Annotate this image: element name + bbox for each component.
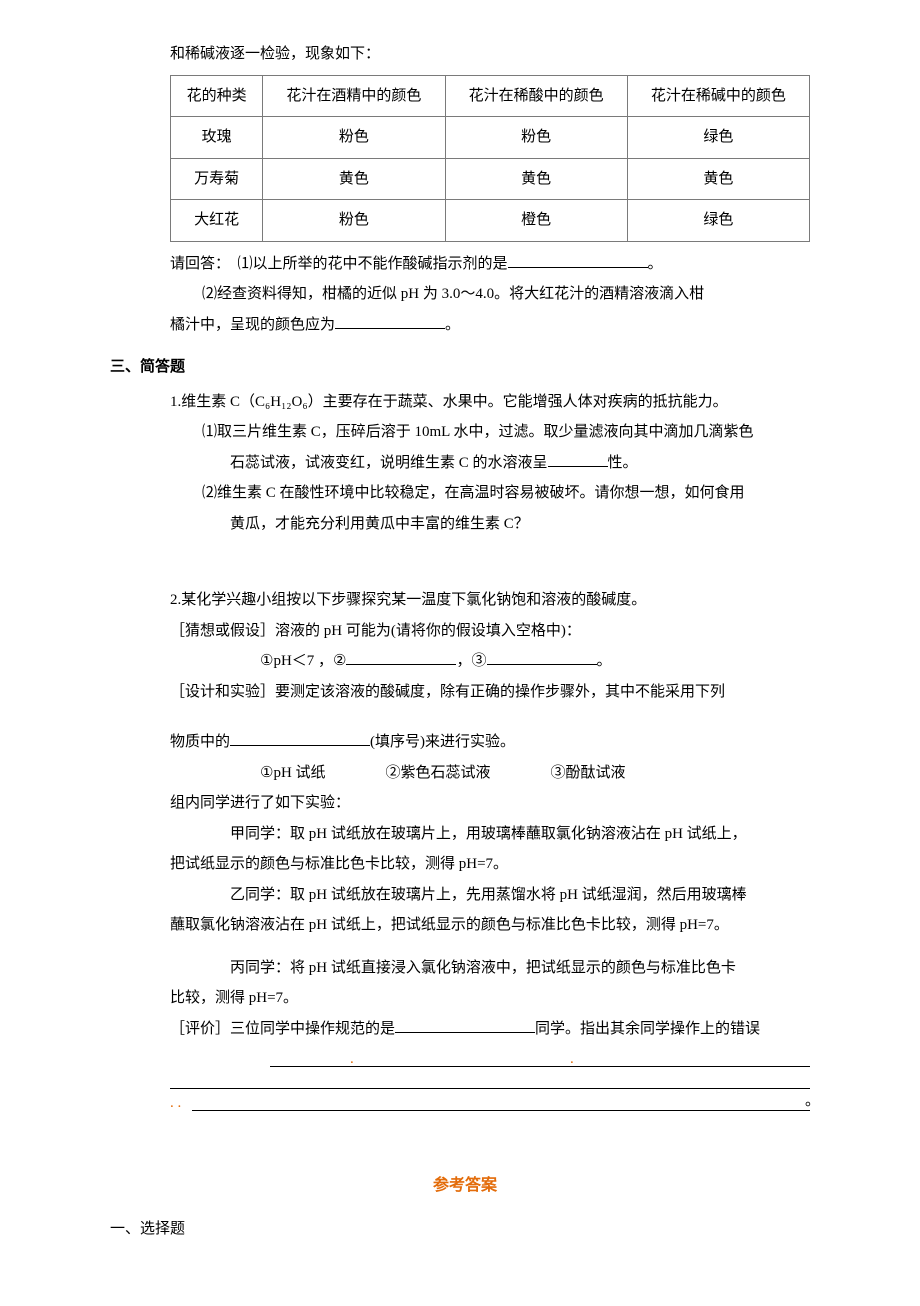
orange-marker-icon: . bbox=[350, 1045, 354, 1074]
ans-sec1: 一、选择题 bbox=[110, 1215, 820, 1244]
col-acid: 花汁在稀酸中的颜色 bbox=[445, 75, 627, 117]
orange-marker-icon: . . bbox=[170, 1089, 181, 1118]
s3-q2-bing2: 比较，测得 pH=7。 bbox=[170, 984, 820, 1013]
spacer-sm bbox=[110, 708, 820, 728]
table-cell: 黄色 bbox=[263, 158, 445, 200]
blank-line bbox=[192, 1089, 810, 1111]
blank-indicator bbox=[508, 253, 648, 268]
blank-color bbox=[335, 314, 445, 329]
table-row: 万寿菊黄色黄色黄色 bbox=[171, 158, 810, 200]
table-cell: 万寿菊 bbox=[171, 158, 263, 200]
s3-q1-sub1b: 石蕊试液，试液变红，说明维生素 C 的水溶液呈 性。 bbox=[230, 449, 820, 478]
eval-a: ［评价］三位同学中操作规范的是 bbox=[170, 1021, 395, 1037]
table-cell: 橙色 bbox=[445, 200, 627, 242]
table-header-row: 花的种类 花汁在酒精中的颜色 花汁在稀酸中的颜色 花汁在稀碱中的颜色 bbox=[171, 75, 810, 117]
s3-q2-group: 组内同学进行了如下实验： bbox=[170, 789, 820, 818]
q1-prompt: 请回答： ⑴以上所举的花中不能作酸碱指示剂的是 bbox=[170, 256, 508, 272]
table-cell: 绿色 bbox=[627, 117, 809, 159]
col-alcohol: 花汁在酒精中的颜色 bbox=[263, 75, 445, 117]
s3-q2-guess: ［猜想或假设］溶液的 pH 可能为(请将你的假设填入空格中)： bbox=[170, 617, 820, 646]
s3-q2-options: ①pH＜7 ，② ，③ 。 bbox=[260, 647, 820, 676]
long-blank-row-1: . . bbox=[270, 1045, 810, 1067]
table-cell: 粉色 bbox=[263, 117, 445, 159]
long-blank-row-3: . . 。 bbox=[170, 1089, 810, 1111]
section-3-title: 三、简答题 bbox=[110, 353, 820, 382]
orange-marker-icon: . bbox=[570, 1045, 574, 1074]
s3-q2-jia2: 把试纸显示的颜色与标准比色卡比较，测得 pH=7。 bbox=[170, 850, 820, 879]
table-row: 玫瑰粉色粉色绿色 bbox=[171, 117, 810, 159]
long-blank-row-2 bbox=[170, 1067, 810, 1089]
question-2-line2: 橘汁中，呈现的颜色应为 。 bbox=[170, 311, 820, 340]
intro-line: 和稀碱液逐一检验，现象如下： bbox=[170, 40, 820, 69]
question-1: 请回答： ⑴以上所举的花中不能作酸碱指示剂的是 。 bbox=[170, 250, 820, 279]
col-base: 花汁在稀碱中的颜色 bbox=[627, 75, 809, 117]
s3-q2-yi1: 乙同学：取 pH 试纸放在玻璃片上，先用蒸馏水将 pH 试纸湿润，然后用玻璃棒 bbox=[230, 881, 820, 910]
s3-q1-sub1b-text: 石蕊试液，试液变红，说明维生素 C 的水溶液呈 bbox=[230, 455, 548, 471]
table-cell: 大红花 bbox=[171, 200, 263, 242]
spacer bbox=[110, 540, 820, 586]
q2-tail: 。 bbox=[445, 317, 460, 333]
table-row: 大红花粉色橙色绿色 bbox=[171, 200, 810, 242]
table-cell: 黄色 bbox=[627, 158, 809, 200]
s3-q2-jia1: 甲同学：取 pH 试纸放在玻璃片上，用玻璃棒蘸取氯化钠溶液沾在 pH 试纸上， bbox=[230, 820, 820, 849]
table-cell: 粉色 bbox=[445, 117, 627, 159]
s3-q1-sub1a: ⑴取三片维生素 C，压碎后溶于 10mL 水中，过滤。取少量滤液向其中滴加几滴紫… bbox=[202, 418, 820, 447]
opt1: ①pH＜7 ，② bbox=[260, 653, 346, 669]
s3-q1-sub1-tail: 性。 bbox=[608, 455, 638, 471]
s3-q1-line1: 1.维生素 C（C₆H₁₂O₆）主要存在于蔬菜、水果中。它能增强人体对疾病的抵抗… bbox=[170, 388, 820, 417]
s3-q2-design: ［设计和实验］要测定该溶液的酸碱度，除有正确的操作步骤外，其中不能采用下列 bbox=[170, 678, 820, 707]
eval-b: 同学。指出其余同学操作上的错误 bbox=[535, 1021, 760, 1037]
opt-tail: 。 bbox=[597, 653, 612, 669]
design2a: 物质中的 bbox=[170, 734, 230, 750]
q1-tail: 。 bbox=[648, 256, 663, 272]
q2-text-b: 橘汁中，呈现的颜色应为 bbox=[170, 317, 335, 333]
s3-q2-bing1: 丙同学：将 pH 试纸直接浸入氯化钠溶液中，把试纸显示的颜色与标准比色卡 bbox=[230, 954, 820, 983]
s3-q2-design2: 物质中的 (填序号)来进行实验。 bbox=[170, 728, 820, 757]
opt-sep: ，③ bbox=[456, 653, 486, 669]
blank-exclude bbox=[230, 731, 370, 746]
design2b: (填序号)来进行实验。 bbox=[370, 734, 515, 750]
s3-q1-sub2b: 黄瓜，才能充分利用黄瓜中丰富的维生素 C？ bbox=[230, 510, 820, 539]
table-cell: 粉色 bbox=[263, 200, 445, 242]
table-cell: 绿色 bbox=[627, 200, 809, 242]
period: 。 bbox=[805, 1087, 820, 1116]
blank-opt3 bbox=[487, 650, 597, 665]
question-2-line1: ⑵经查资料得知，柑橘的近似 pH 为 3.0～4.0。将大红花汁的酒精溶液滴入柑 bbox=[202, 280, 820, 309]
blank-acidity bbox=[548, 452, 608, 467]
blank-student bbox=[395, 1018, 535, 1033]
s3-q2-line1: 2.某化学兴趣小组按以下步骤探究某一温度下氯化钠饱和溶液的酸碱度。 bbox=[170, 586, 820, 615]
table-cell: 玫瑰 bbox=[171, 117, 263, 159]
s3-q2-eval: ［评价］三位同学中操作规范的是 同学。指出其余同学操作上的错误 bbox=[170, 1015, 820, 1044]
s3-q2-items: ①pH 试纸 ②紫色石蕊试液 ③酚酞试液 bbox=[260, 759, 820, 788]
answer-title: 参考答案 bbox=[110, 1171, 820, 1201]
s3-q2-yi2: 蘸取氯化钠溶液沾在 pH 试纸上，把试纸显示的颜色与标准比色卡比较，测得 pH=… bbox=[170, 911, 820, 940]
table-cell: 黄色 bbox=[445, 158, 627, 200]
col-flower: 花的种类 bbox=[171, 75, 263, 117]
s3-q1-sub2a: ⑵维生素 C 在酸性环境中比较稳定，在高温时容易被破坏。请你想一想，如何食用 bbox=[202, 479, 820, 508]
spacer-xs bbox=[110, 942, 820, 954]
blank-opt2 bbox=[346, 650, 456, 665]
flower-table: 花的种类 花汁在酒精中的颜色 花汁在稀酸中的颜色 花汁在稀碱中的颜色 玫瑰粉色粉… bbox=[170, 75, 810, 242]
